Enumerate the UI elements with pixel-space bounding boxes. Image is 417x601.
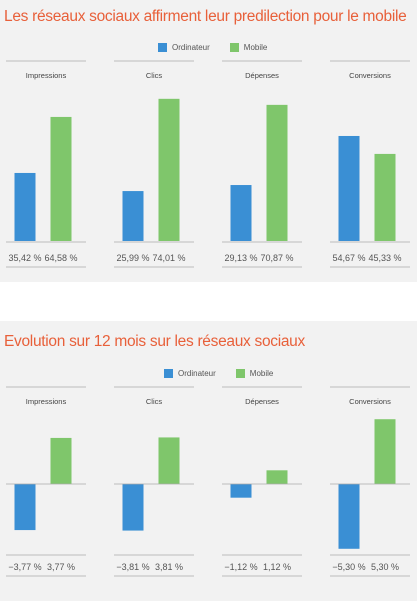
- bar-ordinateur-conversions: [338, 135, 360, 241]
- legend-label-ordinateur: Ordinateur: [172, 43, 210, 52]
- category-label-impressions: Impressions: [26, 71, 67, 80]
- chart-legend: Ordinateur Mobile: [158, 43, 287, 52]
- bar-mobile-depenses: [266, 470, 288, 484]
- category-label-depenses: Dépenses: [245, 71, 279, 80]
- bar-mobile-impressions: [50, 437, 72, 484]
- chart-panel-evolution: Evolution sur 12 mois sur les réseaux so…: [0, 321, 417, 601]
- bar-ordinateur-impressions: [14, 484, 36, 531]
- legend-swatch-ordinateur: [164, 369, 173, 378]
- bar-ordinateur-depenses: [230, 484, 252, 498]
- category-label-depenses: Dépenses: [245, 397, 279, 406]
- bar-mobile-conversions: [374, 419, 396, 484]
- chart-title: Evolution sur 12 mois sur les réseaux so…: [4, 333, 305, 350]
- data-label-mobile-conversions: 5,30 %: [371, 562, 399, 572]
- chart-panel-mobile-share: Les réseaux sociaux affirment leur predi…: [0, 0, 417, 282]
- data-label-mobile-depenses: 70,87 %: [260, 253, 293, 263]
- legend-swatch-mobile: [229, 43, 239, 52]
- category-label-conversions: Conversions: [349, 71, 391, 80]
- bar-ordinateur-conversions: [338, 484, 360, 549]
- legend-swatch-mobile: [235, 369, 245, 378]
- category-label-clics: Clics: [146, 71, 162, 80]
- bar-mobile-depenses: [266, 104, 288, 241]
- bar-mobile-conversions: [374, 153, 396, 241]
- data-label-ordinateur-impressions: −3,77 %: [8, 562, 41, 572]
- data-label-mobile-depenses: 1,12 %: [263, 562, 291, 572]
- bar-chart-2: Impressions −3,77 % 3,77 % Clics −3,81 % 3,81…: [6, 386, 410, 577]
- data-label-ordinateur-depenses: −1,12 %: [224, 562, 257, 572]
- data-label-mobile-impressions: 64,58 %: [44, 253, 77, 263]
- category-label-clics: Clics: [146, 397, 162, 406]
- bar-ordinateur-clics: [122, 191, 144, 241]
- data-label-ordinateur-impressions: 35,42 %: [8, 253, 41, 263]
- data-label-ordinateur-clics: −3,81 %: [116, 562, 149, 572]
- bar-ordinateur-impressions: [14, 172, 36, 241]
- legend-swatch-ordinateur: [158, 43, 167, 52]
- chart-title: Les réseaux sociaux affirment leur predi…: [4, 8, 407, 25]
- bar-mobile-impressions: [50, 116, 72, 241]
- data-label-mobile-impressions: 3,77 %: [47, 562, 75, 572]
- bar-chart-1: Impressions 35,42 % 64,58 % Clics 25,99 % 74,…: [6, 60, 410, 268]
- data-label-mobile-clics: 3,81 %: [155, 562, 183, 572]
- chart-legend: Ordinateur Mobile: [164, 369, 293, 378]
- data-label-ordinateur-conversions: 54,67 %: [332, 253, 365, 263]
- bar-mobile-clics: [158, 437, 180, 484]
- data-label-mobile-clics: 74,01 %: [152, 253, 185, 263]
- legend-label-ordinateur: Ordinateur: [178, 369, 216, 378]
- category-label-conversions: Conversions: [349, 397, 391, 406]
- bar-ordinateur-clics: [122, 484, 144, 531]
- legend-label-mobile: Mobile: [249, 369, 274, 378]
- data-label-ordinateur-clics: 25,99 %: [116, 253, 149, 263]
- bar-mobile-clics: [158, 98, 180, 241]
- data-label-mobile-conversions: 45,33 %: [368, 253, 401, 263]
- data-label-ordinateur-depenses: 29,13 %: [224, 253, 257, 263]
- legend-label-mobile: Mobile: [243, 43, 268, 52]
- category-label-impressions: Impressions: [26, 397, 67, 406]
- bar-ordinateur-depenses: [230, 185, 252, 241]
- data-label-ordinateur-conversions: −5,30 %: [332, 562, 365, 572]
